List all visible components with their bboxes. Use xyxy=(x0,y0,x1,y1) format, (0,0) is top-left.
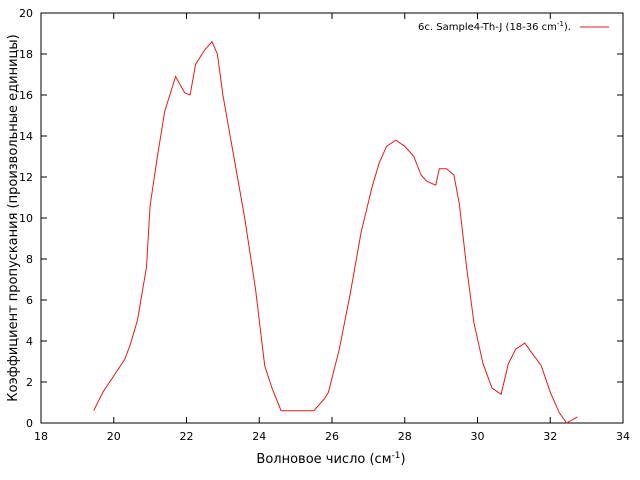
y-tick-label: 4 xyxy=(26,335,33,348)
y-tick-label: 10 xyxy=(19,212,33,225)
plot-border xyxy=(40,12,624,424)
legend-label: 6c. Sample4-Th-J (18-36 cm-1). xyxy=(418,20,571,33)
plot-frame xyxy=(40,12,624,424)
legend: 6c. Sample4-Th-J (18-36 cm-1). xyxy=(418,20,609,33)
x-tick-label: 32 xyxy=(543,430,557,443)
y-tick-label: 20 xyxy=(19,7,33,20)
x-tick-label: 26 xyxy=(325,430,339,443)
y-tick-label: 6 xyxy=(26,294,33,307)
y-tick-label: 16 xyxy=(19,89,33,102)
x-tick-label: 30 xyxy=(471,430,485,443)
y-axis-title: Коэффициент пропускания (произвольные ед… xyxy=(6,34,21,401)
x-tick-label: 28 xyxy=(398,430,412,443)
y-tick-label: 14 xyxy=(19,130,33,143)
y-tick-label: 2 xyxy=(26,376,33,389)
x-tick-label: 24 xyxy=(252,430,266,443)
y-tick-label: 12 xyxy=(19,171,33,184)
x-axis-ticks: 18 20 22 24 26 28 30 32 34 xyxy=(34,13,630,443)
y-tick-label: 8 xyxy=(26,253,33,266)
series-line-0 xyxy=(93,40,578,424)
y-axis-ticks: 0 2 4 6 8 10 12 14 16 18 20 xyxy=(19,7,623,430)
x-tick-label: 20 xyxy=(107,430,121,443)
series-group xyxy=(93,40,578,424)
y-tick-label: 18 xyxy=(19,48,33,61)
y-tick-label: 0 xyxy=(26,417,33,430)
x-tick-label: 34 xyxy=(616,430,630,443)
x-axis-title: Волновое число (см-1) xyxy=(256,451,405,467)
x-tick-label: 18 xyxy=(34,430,48,443)
x-tick-label: 22 xyxy=(180,430,194,443)
